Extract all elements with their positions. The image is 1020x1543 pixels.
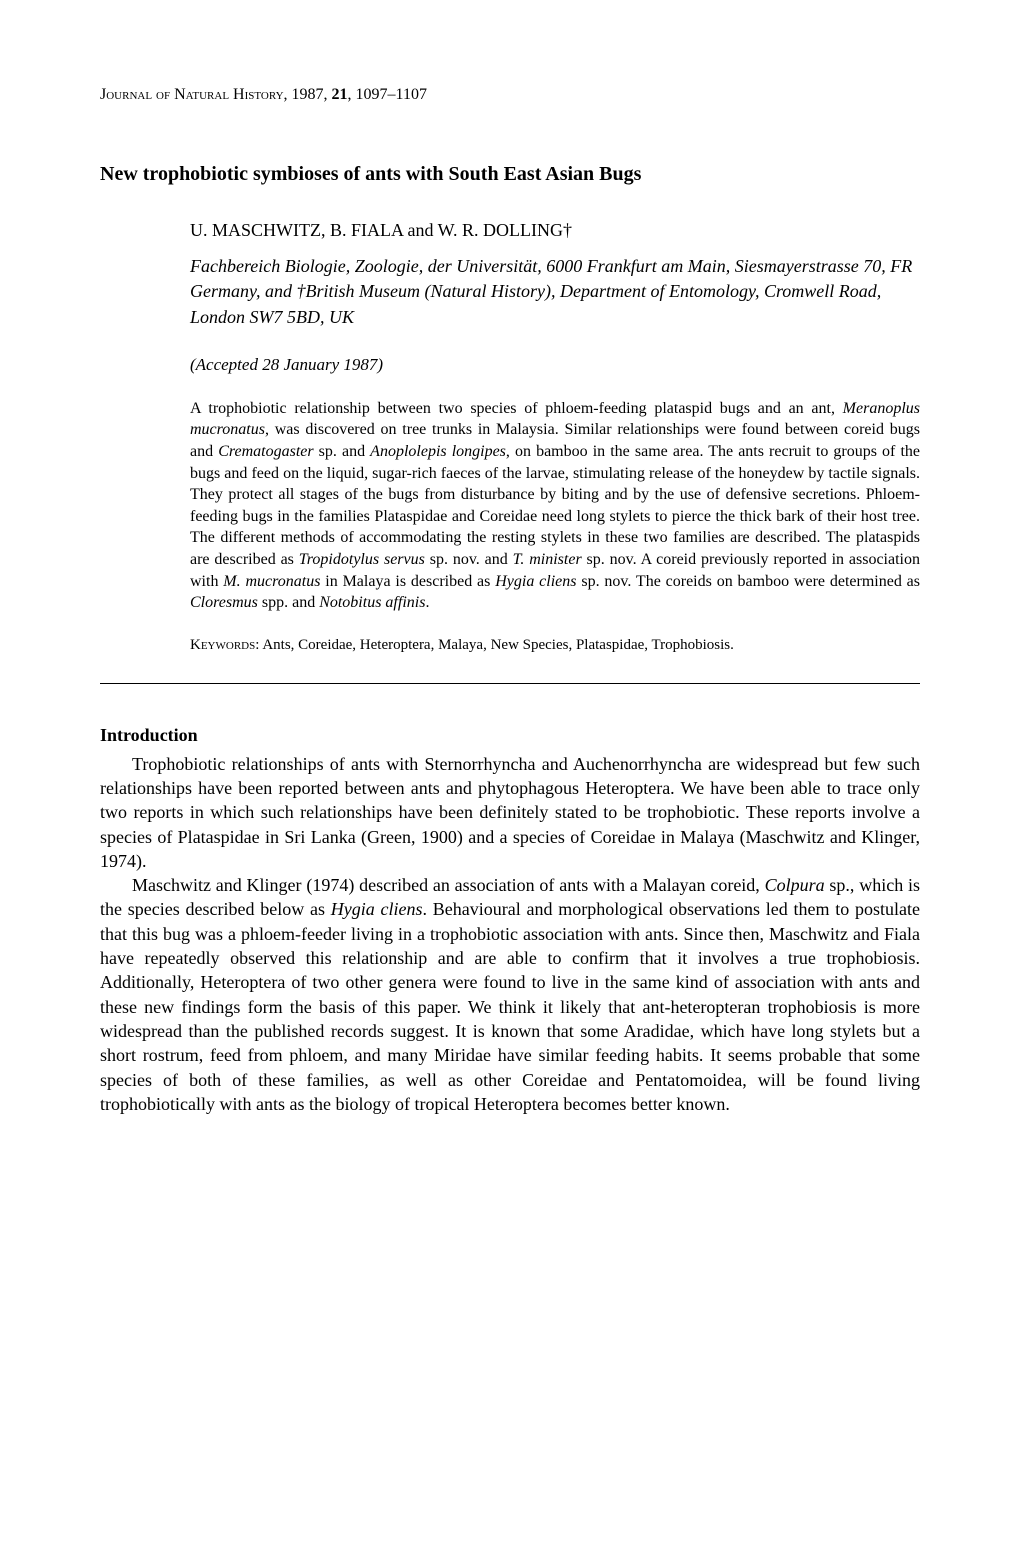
abstract: A trophobiotic relationship between two … <box>190 398 920 614</box>
journal-name: Journal of Natural History <box>100 86 284 103</box>
intro-para-1: Trophobiotic relationships of ants with … <box>100 752 920 873</box>
keywords-text: Ants, Coreidae, Heteroptera, Malaya, New… <box>262 637 734 653</box>
journal-volume: 21 <box>332 86 348 103</box>
divider <box>100 683 920 684</box>
accepted-date: (Accepted 28 January 1987) <box>190 354 920 376</box>
section-heading-introduction: Introduction <box>100 724 920 747</box>
journal-pages: 1097–1107 <box>356 86 427 103</box>
affiliation: Fachbereich Biologie, Zoologie, der Univ… <box>190 254 920 330</box>
journal-year: 1987 <box>292 86 324 103</box>
article-title: New trophobiotic symbioses of ants with … <box>100 161 920 187</box>
abstract-text: A trophobiotic relationship between two … <box>190 400 920 611</box>
keywords-label: Keywords: <box>190 637 259 653</box>
keywords: Keywords: Ants, Coreidae, Heteroptera, M… <box>190 636 920 656</box>
authors: U. MASCHWITZ, B. FIALA and W. R. DOLLING… <box>190 219 920 242</box>
intro-para-2: Maschwitz and Klinger (1974) described a… <box>100 873 920 1116</box>
journal-header: Journal of Natural History, 1987, 21, 10… <box>100 85 920 106</box>
